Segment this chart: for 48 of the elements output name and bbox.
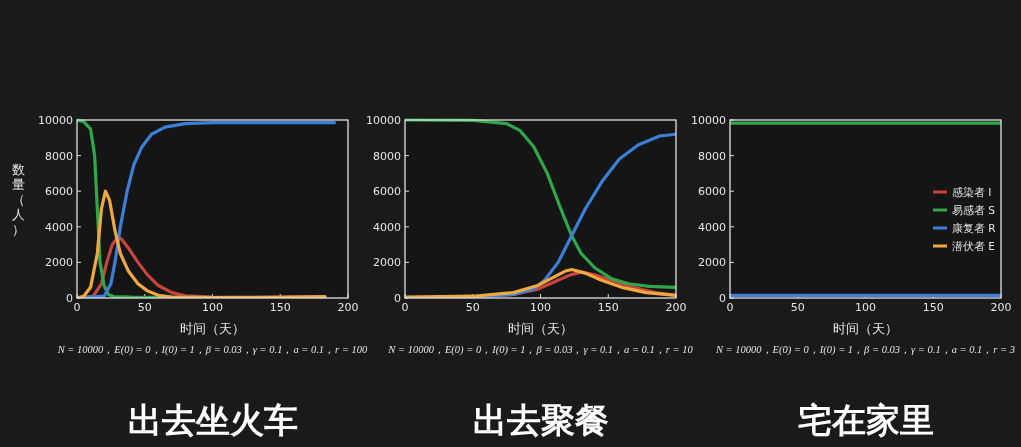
y-axis-title: 数量（人） <box>11 162 25 237</box>
y-tick-label: 2000 <box>45 256 73 270</box>
y-tick-label: 0 <box>719 292 726 305</box>
x-tick-label: 100 <box>855 301 876 314</box>
y-tick-label: 6000 <box>373 185 401 199</box>
x-tick-label: 150 <box>597 301 619 314</box>
line-series <box>77 189 327 298</box>
y-tick-label: 4000 <box>698 220 726 234</box>
x-tick-label: 50 <box>465 301 480 314</box>
y-tick-label: 8000 <box>373 149 401 163</box>
y-tick-label: 8000 <box>45 149 73 163</box>
legend-label: 康复者 R <box>952 222 996 234</box>
y-tick-label: 2000 <box>373 256 401 270</box>
y-tick-label: 10000 <box>691 114 726 127</box>
x-tick-label: 200 <box>665 301 687 314</box>
x-tick-label: 100 <box>530 301 551 314</box>
y-tick-label: 0 <box>394 292 401 305</box>
x-tick-label: 50 <box>137 301 152 314</box>
x-tick-label: 0 <box>401 301 409 314</box>
x-axis-title: 时间（天） <box>833 321 898 336</box>
text: 宅在家里 <box>797 400 934 440</box>
text: N = 10000，E(0) = 0，I(0) = 1，β = 0.03，γ = 0.1，a = 0.1，r = 3 <box>714 344 1016 356</box>
y-tick-label: 0 <box>66 292 73 305</box>
text: N = 10000，E(0) = 0，I(0) = 1，β = 0.03，γ = 0.1，a = 0.1，r = 100 <box>56 344 369 356</box>
y-tick-label: 10000 <box>38 114 73 127</box>
y-tick-label: 2000 <box>698 256 726 270</box>
text: 出去坐火车 <box>127 400 298 440</box>
text: 出去聚餐 <box>472 400 609 440</box>
y-tick-label: 6000 <box>698 185 726 199</box>
y-tick-label: 10000 <box>366 114 401 127</box>
x-tick-label: 150 <box>269 301 291 314</box>
x-tick-label: 150 <box>922 301 944 314</box>
y-tick-label: 6000 <box>45 185 73 199</box>
x-tick-label: 0 <box>726 301 734 314</box>
x-tick-label: 200 <box>337 301 359 314</box>
x-tick-label: 200 <box>990 301 1012 314</box>
legend-label: 潜伏者 E <box>952 240 995 252</box>
text: N = 10000，E(0) = 0，I(0) = 1，β = 0.03，γ = 0.1，a = 0.1，r = 10 <box>387 344 694 356</box>
x-axis-title: 时间（天） <box>508 321 573 336</box>
y-tick-label: 8000 <box>698 149 726 163</box>
x-tick-label: 50 <box>790 301 805 314</box>
x-tick-label: 100 <box>202 301 223 314</box>
y-tick-label: 4000 <box>373 220 401 234</box>
x-axis-title: 时间（天） <box>180 321 245 336</box>
legend-label: 易感者 S <box>952 204 996 216</box>
legend-label: 感染者 I <box>952 186 992 198</box>
y-tick-label: 4000 <box>45 220 73 234</box>
x-tick-label: 0 <box>73 301 81 314</box>
